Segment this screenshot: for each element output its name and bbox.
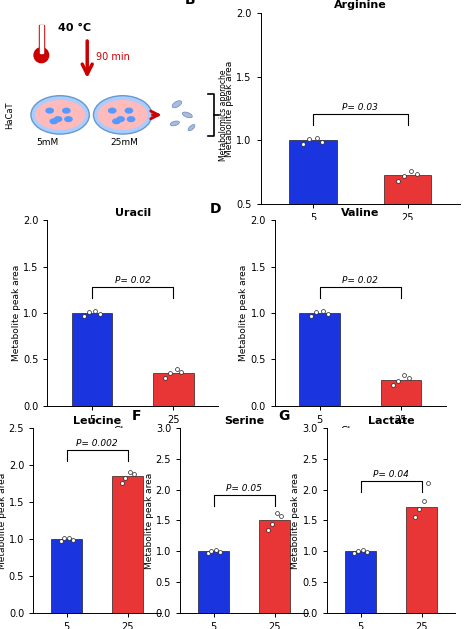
Bar (406, 507, 437, 613)
Circle shape (34, 48, 49, 63)
X-axis label: Glucose
(mM): Glucose (mM) (341, 426, 380, 448)
Ellipse shape (35, 100, 85, 130)
Bar (40, 25, 43, 53)
Ellipse shape (128, 117, 135, 121)
Y-axis label: Metabolite peak area: Metabolite peak area (12, 265, 21, 361)
Text: 5mM: 5mM (36, 138, 59, 147)
Ellipse shape (63, 108, 70, 113)
Ellipse shape (170, 121, 179, 126)
Ellipse shape (55, 117, 62, 121)
Y-axis label: Metabolite peak area: Metabolite peak area (225, 60, 234, 157)
Title: Serine: Serine (224, 416, 264, 426)
Bar (199, 552, 229, 613)
Bar (381, 380, 421, 406)
Title: Uracil: Uracil (115, 208, 151, 218)
Ellipse shape (172, 101, 182, 108)
Text: P= 0.03: P= 0.03 (342, 103, 378, 112)
Text: F: F (131, 409, 141, 423)
Title: Lactate: Lactate (368, 416, 414, 426)
Bar (299, 313, 340, 406)
Text: 90 min: 90 min (96, 52, 129, 62)
Y-axis label: Metabolite peak area: Metabolite peak area (239, 265, 248, 361)
Bar (39, 25, 44, 55)
Ellipse shape (31, 96, 89, 134)
Ellipse shape (182, 112, 192, 118)
Title: Arginine: Arginine (334, 1, 387, 11)
Text: P= 0.04: P= 0.04 (373, 470, 409, 479)
Text: P= 0.05: P= 0.05 (226, 484, 262, 493)
Text: HaCaT: HaCaT (6, 101, 15, 129)
Ellipse shape (113, 119, 120, 124)
Bar (52, 539, 82, 613)
Ellipse shape (46, 108, 53, 113)
Bar (259, 521, 290, 613)
Ellipse shape (93, 96, 152, 134)
Title: Leucine: Leucine (73, 416, 121, 426)
Text: P= 0.02: P= 0.02 (342, 276, 378, 285)
Y-axis label: Metabolite peak area: Metabolite peak area (145, 472, 154, 569)
Text: P= 0.002: P= 0.002 (76, 439, 118, 448)
Bar (346, 552, 376, 613)
Text: 25mM: 25mM (111, 138, 139, 147)
Text: B: B (185, 0, 196, 8)
X-axis label: Glucose
(mM): Glucose (mM) (113, 426, 152, 448)
Bar (112, 476, 143, 613)
Ellipse shape (109, 108, 116, 113)
Bar (384, 175, 431, 269)
Ellipse shape (125, 108, 133, 113)
X-axis label: Glucose
(mM): Glucose (mM) (341, 225, 380, 247)
Ellipse shape (98, 100, 148, 130)
Ellipse shape (117, 117, 124, 121)
Text: P= 0.02: P= 0.02 (115, 276, 151, 285)
Text: G: G (278, 409, 290, 423)
Bar (153, 373, 194, 406)
Text: 40 °C: 40 °C (58, 23, 91, 33)
Bar (289, 140, 337, 269)
Ellipse shape (50, 119, 57, 124)
Text: Metabolomics approche: Metabolomics approche (219, 69, 228, 160)
Bar (72, 313, 112, 406)
Text: D: D (210, 201, 221, 216)
Ellipse shape (65, 117, 72, 121)
Title: Valine: Valine (341, 208, 379, 218)
Ellipse shape (188, 125, 195, 131)
Y-axis label: Metabolite peak area: Metabolite peak area (0, 472, 7, 569)
Y-axis label: Metabolite peak area: Metabolite peak area (292, 472, 301, 569)
